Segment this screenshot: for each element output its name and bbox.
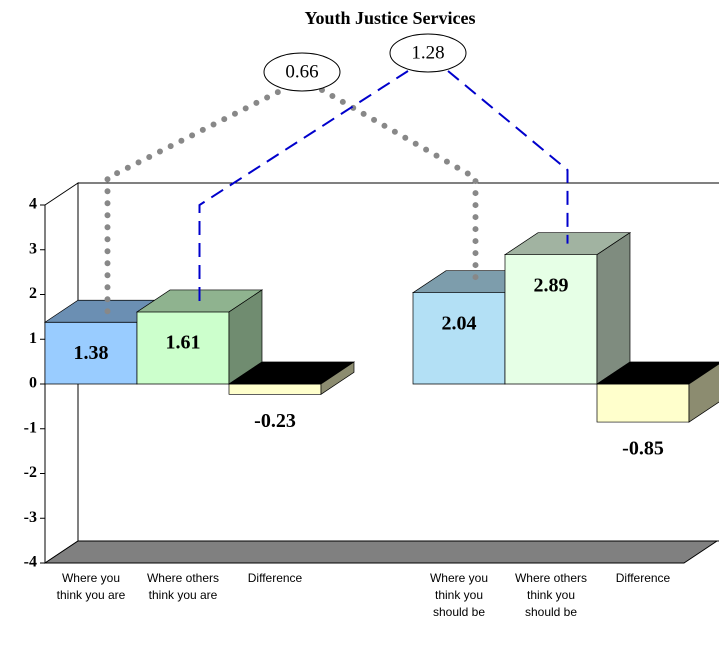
y-tick-label: -1 xyxy=(24,419,37,436)
value-label: 1.61 xyxy=(166,332,201,354)
annotation-bubble xyxy=(263,52,341,92)
bar-side xyxy=(688,363,719,423)
x-tick-label: Difference xyxy=(247,571,303,585)
x-tick-label: Where you think you should be xyxy=(429,571,489,619)
bar-side xyxy=(596,232,631,385)
y-tick-label: 0 xyxy=(29,375,37,392)
bar-front xyxy=(412,292,506,385)
x-tick-label: Difference xyxy=(615,571,671,585)
bar-front xyxy=(596,383,690,423)
bar-side xyxy=(320,361,355,395)
bar-front xyxy=(228,383,322,395)
y-tick-label: 1 xyxy=(29,330,37,347)
y-tick-label: 3 xyxy=(29,240,37,257)
connector xyxy=(447,70,569,244)
y-tick-label: -3 xyxy=(24,509,37,526)
value-label: 1.38 xyxy=(74,342,109,364)
bar-top xyxy=(595,361,719,385)
y-tick-label: 4 xyxy=(29,196,37,213)
connector xyxy=(319,87,479,285)
x-tick-label: Where you think you are xyxy=(56,571,126,602)
y-tick-label: -4 xyxy=(24,554,37,571)
bar xyxy=(503,232,632,385)
x-tick-label: Where others think you should be xyxy=(514,571,588,619)
value-label: 2.04 xyxy=(442,312,477,334)
y-tick-label: -2 xyxy=(24,464,37,481)
bar xyxy=(227,361,356,395)
annotation-label: 0.66 xyxy=(285,61,318,82)
chart-title: Youth Justice Services xyxy=(305,8,476,28)
value-label: -0.23 xyxy=(254,410,296,432)
annotation-bubble xyxy=(389,33,467,73)
value-label: 2.89 xyxy=(534,274,569,296)
value-label: -0.85 xyxy=(622,438,664,460)
annotation-label: 1.28 xyxy=(411,42,444,63)
connector xyxy=(198,70,409,301)
y-tick-label: 2 xyxy=(29,285,37,302)
x-tick-label: Where others think you are xyxy=(146,571,220,602)
bar xyxy=(595,361,719,423)
floor xyxy=(43,540,719,564)
connector xyxy=(104,87,285,315)
